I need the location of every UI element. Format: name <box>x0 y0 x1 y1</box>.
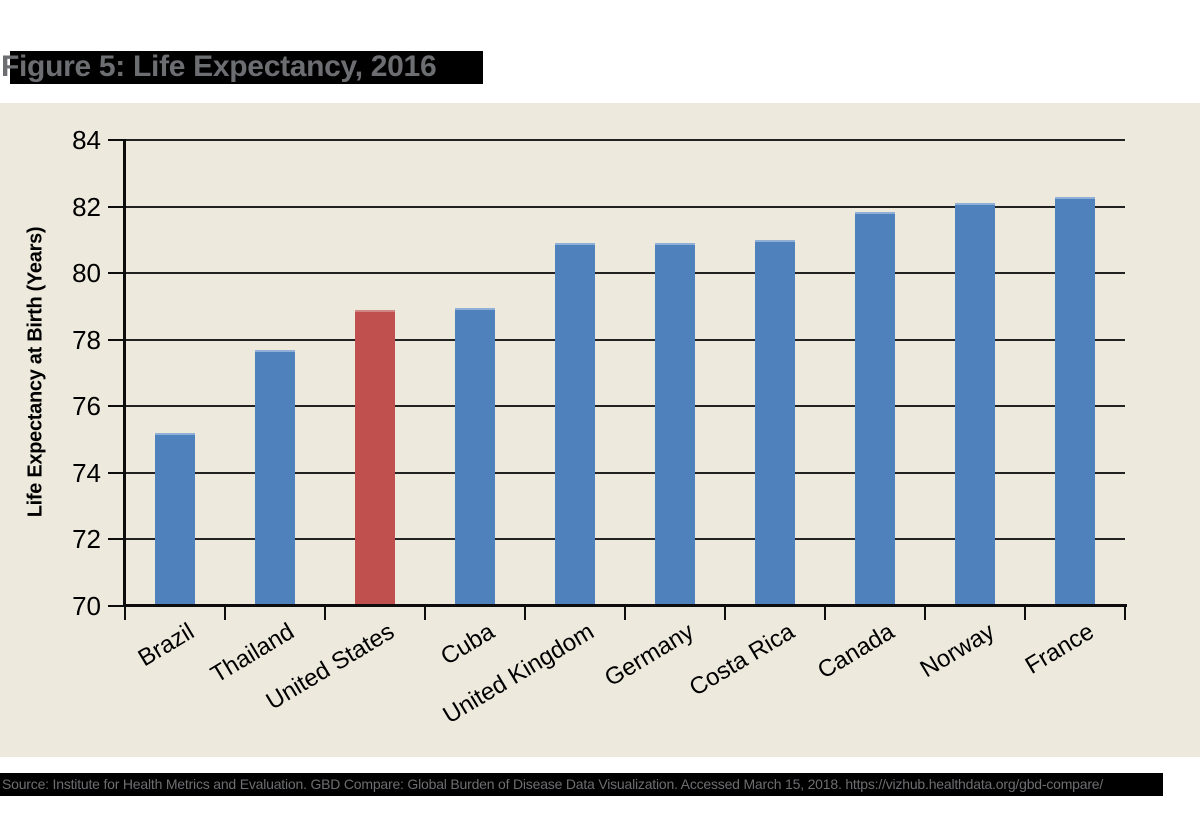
y-tick-mark-80 <box>108 272 125 275</box>
gridline-80 <box>125 272 1125 275</box>
y-tick-mark-74 <box>108 471 125 474</box>
y-tick-label-76: 76 <box>72 391 101 422</box>
bar-germany <box>655 243 695 606</box>
y-tick-mark-70 <box>108 605 125 607</box>
y-axis-line <box>123 139 126 607</box>
x-tick-mark-8 <box>924 607 926 620</box>
gridline-84 <box>125 139 1125 141</box>
y-tick-label-84: 84 <box>72 125 101 155</box>
x-tick-mark-10 <box>1124 607 1126 620</box>
x-tick-mark-6 <box>724 607 726 620</box>
x-axis-line <box>123 604 1127 607</box>
bar-thailand <box>255 349 295 606</box>
y-tick-label-82: 82 <box>72 191 101 222</box>
x-tick-mark-2 <box>324 607 326 620</box>
gridline-74 <box>125 471 1125 474</box>
bar-norway <box>955 203 995 606</box>
y-tick-label-72: 72 <box>72 524 101 555</box>
x-tick-mark-5 <box>624 607 626 620</box>
gridline-76 <box>125 405 1125 408</box>
source-citation: Source: Institute for Health Metrics and… <box>2 776 1104 792</box>
gridline-78 <box>125 338 1125 341</box>
gridline-72 <box>125 538 1125 541</box>
x-tick-mark-0 <box>124 607 126 620</box>
bar-united-states <box>355 309 395 606</box>
bar-cuba <box>455 308 495 606</box>
x-tick-mark-3 <box>424 607 426 620</box>
x-tick-mark-4 <box>524 607 526 620</box>
plot-area: 70 72 74 76 78 80 82 84 Brazil Thailand United Sta… <box>72 125 1127 729</box>
y-tick-label-70: 70 <box>72 591 101 621</box>
bar-costa-rica <box>755 239 795 606</box>
y-tick-mark-82 <box>108 205 125 208</box>
source-highlight-band <box>0 773 1163 796</box>
bar-canada <box>855 211 895 606</box>
bar-brazil <box>155 432 195 606</box>
bar-united-kingdom <box>555 243 595 606</box>
x-tick-mark-9 <box>1024 607 1026 620</box>
gridline-82 <box>125 205 1125 208</box>
y-tick-mark-84 <box>108 139 125 141</box>
y-tick-label-74: 74 <box>72 457 101 488</box>
chart-panel <box>0 103 1200 757</box>
y-tick-label-78: 78 <box>72 324 101 355</box>
title-highlight-band <box>10 51 483 84</box>
x-tick-mark-7 <box>824 607 826 620</box>
y-tick-mark-78 <box>108 338 125 341</box>
bar-france <box>1055 196 1095 606</box>
x-tick-mark-1 <box>224 607 226 620</box>
y-tick-label-80: 80 <box>72 258 101 289</box>
y-tick-mark-72 <box>108 538 125 541</box>
figure-title: Figure 5: Life Expectancy, 2016 <box>1 50 437 83</box>
y-tick-mark-76 <box>108 405 125 408</box>
